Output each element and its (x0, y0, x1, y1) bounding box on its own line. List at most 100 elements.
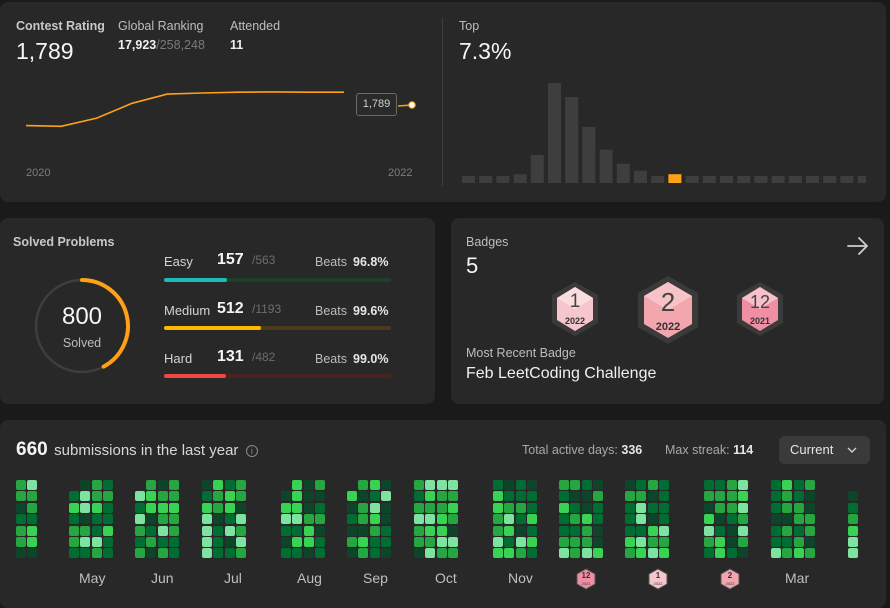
heatmap-cell[interactable] (169, 537, 180, 547)
heatmap-cell[interactable] (593, 480, 604, 490)
heatmap-cell[interactable] (527, 537, 538, 547)
heatmap-cell[interactable] (515, 480, 526, 490)
year-select[interactable]: Current (779, 436, 870, 464)
heatmap-cell[interactable] (636, 491, 647, 502)
heatmap-cell[interactable] (726, 480, 737, 490)
heatmap-cell[interactable] (157, 548, 168, 559)
heatmap-cell[interactable] (16, 502, 26, 513)
heatmap-cell[interactable] (169, 514, 180, 525)
heatmap-cell[interactable] (381, 525, 392, 536)
heatmap-cell[interactable] (726, 514, 737, 525)
heatmap-cell[interactable] (224, 480, 235, 490)
heatmap-cell[interactable] (157, 537, 168, 547)
heatmap-cell[interactable] (135, 514, 145, 525)
heatmap-cell[interactable] (515, 525, 526, 536)
heatmap-cell[interactable] (647, 480, 658, 490)
heatmap-cell[interactable] (146, 548, 157, 559)
heatmap-cell[interactable] (91, 491, 102, 502)
heatmap-cell[interactable] (726, 525, 737, 536)
badge-12-2021[interactable]: 12 2021 (734, 280, 786, 338)
heatmap-cell[interactable] (236, 502, 247, 513)
heatmap-cell[interactable] (146, 480, 157, 490)
heatmap-cell[interactable] (281, 491, 291, 502)
heatmap-cell[interactable] (27, 537, 38, 547)
heatmap-cell[interactable] (315, 502, 326, 513)
heatmap-cell[interactable] (369, 514, 380, 525)
heatmap-cell[interactable] (202, 491, 212, 502)
heatmap-cell[interactable] (91, 502, 102, 513)
heatmap-cell[interactable] (381, 537, 392, 547)
heatmap-cell[interactable] (414, 480, 424, 490)
heatmap-cell[interactable] (771, 480, 781, 490)
heatmap-cell[interactable] (625, 480, 635, 490)
heatmap-cell[interactable] (381, 514, 392, 525)
heatmap-cell[interactable] (570, 537, 581, 547)
heatmap-cell[interactable] (281, 548, 291, 559)
badge-1-2022[interactable]: 1 2022 (549, 280, 601, 338)
heatmap-cell[interactable] (793, 514, 804, 525)
heatmap-cell[interactable] (570, 502, 581, 513)
heatmap-cell[interactable] (347, 537, 357, 547)
heatmap-cell[interactable] (236, 491, 247, 502)
heatmap-cell[interactable] (436, 514, 447, 525)
heatmap-cell[interactable] (381, 548, 392, 559)
heatmap-cell[interactable] (358, 480, 369, 490)
heatmap-cell[interactable] (292, 548, 303, 559)
heatmap-cell[interactable] (103, 502, 114, 513)
heatmap-cell[interactable] (157, 502, 168, 513)
heatmap-cell[interactable] (213, 502, 224, 513)
heatmap-cell[interactable] (91, 537, 102, 547)
heatmap-cell[interactable] (805, 525, 816, 536)
heatmap-cell[interactable] (504, 502, 515, 513)
heatmap-cell[interactable] (135, 525, 145, 536)
heatmap-cell[interactable] (315, 525, 326, 536)
heatmap-cell[interactable] (369, 548, 380, 559)
recent-badge-name[interactable]: Feb LeetCoding Challenge (466, 365, 657, 382)
heatmap-cell[interactable] (570, 514, 581, 525)
heatmap-cell[interactable] (636, 548, 647, 559)
heatmap-cell[interactable] (715, 502, 726, 513)
heatmap-cell[interactable] (236, 480, 247, 490)
heatmap-cell[interactable] (493, 525, 503, 536)
heatmap-cell[interactable] (625, 491, 635, 502)
heatmap-cell[interactable] (381, 502, 392, 513)
heatmap-cell[interactable] (793, 480, 804, 490)
heatmap-cell[interactable] (559, 502, 569, 513)
heatmap-cell[interactable] (347, 491, 357, 502)
heatmap-cell[interactable] (448, 491, 459, 502)
heatmap-cell[interactable] (515, 537, 526, 547)
heatmap-cell[interactable] (848, 548, 858, 559)
heatmap-cell[interactable] (448, 514, 459, 525)
heatmap-cell[interactable] (303, 502, 314, 513)
heatmap-cell[interactable] (369, 537, 380, 547)
heatmap-cell[interactable] (303, 525, 314, 536)
heatmap-cell[interactable] (69, 514, 79, 525)
heatmap-cell[interactable] (347, 548, 357, 559)
heatmap-cell[interactable] (726, 502, 737, 513)
heatmap-cell[interactable] (793, 548, 804, 559)
heatmap-cell[interactable] (69, 537, 79, 547)
heatmap-cell[interactable] (236, 514, 247, 525)
heatmap-cell[interactable] (27, 491, 38, 502)
heatmap-cell[interactable] (581, 491, 592, 502)
heatmap-cell[interactable] (202, 514, 212, 525)
heatmap-cell[interactable] (504, 537, 515, 547)
heatmap-cell[interactable] (369, 525, 380, 536)
heatmap-cell[interactable] (436, 502, 447, 513)
heatmap-cell[interactable] (504, 525, 515, 536)
heatmap-cell[interactable] (303, 491, 314, 502)
heatmap-cell[interactable] (793, 502, 804, 513)
heatmap-cell[interactable] (135, 548, 145, 559)
heatmap-cell[interactable] (157, 514, 168, 525)
heatmap-cell[interactable] (704, 491, 714, 502)
heatmap-cell[interactable] (27, 502, 38, 513)
heatmap-cell[interactable] (625, 502, 635, 513)
heatmap-cell[interactable] (358, 514, 369, 525)
heatmap-cell[interactable] (625, 525, 635, 536)
heatmap-cell[interactable] (738, 491, 749, 502)
heatmap-cell[interactable] (504, 548, 515, 559)
heatmap-cell[interactable] (704, 537, 714, 547)
heatmap-cell[interactable] (581, 537, 592, 547)
heatmap-cell[interactable] (805, 537, 816, 547)
heatmap-cell[interactable] (493, 514, 503, 525)
